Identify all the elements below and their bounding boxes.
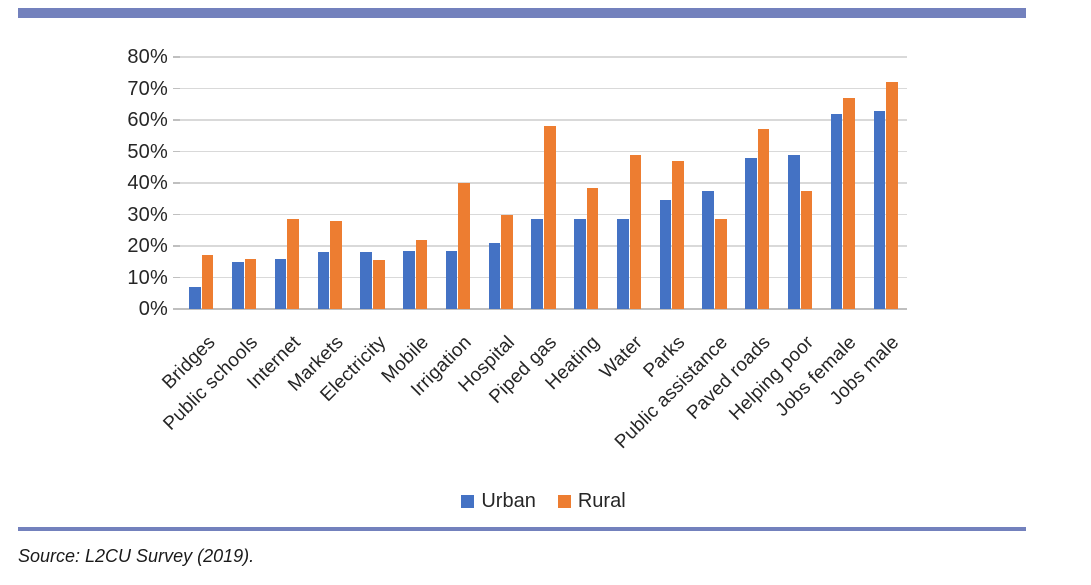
urban-bar — [274, 258, 287, 309]
y-axis-tick — [173, 56, 180, 58]
y-tick-label: 60% — [127, 109, 168, 131]
y-tick-label: 20% — [127, 235, 168, 257]
gridline — [180, 150, 907, 153]
rural-legend-swatch — [557, 495, 571, 508]
rural-bar — [415, 239, 428, 309]
urban-bar — [616, 219, 629, 309]
top-accent-rule — [18, 8, 1026, 18]
y-axis-tick — [173, 276, 180, 279]
y-tick-label: 50% — [127, 140, 168, 163]
urban-bar — [360, 252, 372, 309]
urban-bar — [317, 252, 330, 309]
gridline — [180, 245, 907, 247]
urban-bar — [403, 250, 415, 309]
y-axis-tick — [173, 182, 180, 184]
urban-legend-swatch — [461, 495, 475, 508]
y-tick-label: 10% — [127, 266, 168, 289]
gridline — [180, 213, 907, 216]
y-axis-tick — [173, 119, 180, 121]
legend-item-urban: Urban — [461, 490, 536, 513]
y-axis-tick — [173, 150, 180, 153]
rural-bar — [458, 183, 471, 309]
urban-bar — [787, 154, 800, 309]
rural-bar — [886, 82, 898, 309]
y-tick-label: 70% — [127, 77, 168, 100]
urban-bar — [531, 219, 543, 309]
urban-legend-label: Urban — [481, 490, 536, 512]
source-note: Source: L2CU Survey (2019). — [18, 546, 255, 566]
rural-bar — [586, 187, 599, 309]
urban-bar — [702, 190, 715, 309]
rural-bar — [715, 219, 727, 309]
urban-bar — [574, 219, 586, 309]
rural-bar — [244, 258, 257, 309]
urban-bar — [830, 113, 843, 309]
gridline — [180, 87, 907, 90]
y-axis-tick — [173, 87, 180, 90]
gridline — [180, 56, 907, 58]
urban-bar — [488, 242, 501, 309]
rural-bar — [287, 219, 299, 309]
urban-bar — [659, 200, 672, 309]
y-tick-label: 30% — [127, 203, 168, 226]
y-tick-label: 80% — [127, 46, 168, 68]
rural-bar — [544, 126, 556, 309]
rural-bar — [843, 97, 855, 309]
rural-bar — [800, 190, 813, 309]
gridline — [180, 119, 907, 121]
y-tick-label: 40% — [127, 172, 168, 194]
rural-bar — [330, 220, 342, 309]
rural-bar — [372, 260, 385, 309]
rural-bar — [757, 129, 770, 309]
urban-bar — [445, 250, 458, 309]
rural-legend-label: Rural — [577, 490, 626, 512]
legend-item-rural: Rural — [557, 490, 626, 513]
x-axis-line — [173, 308, 907, 310]
urban-bar — [873, 110, 886, 309]
gridline — [180, 182, 907, 184]
y-tick-label: 0% — [138, 298, 168, 320]
gridline — [180, 276, 907, 279]
urban-bar — [189, 286, 201, 309]
rural-bar — [672, 160, 684, 309]
rural-bar — [201, 255, 214, 309]
y-axis-tick — [173, 245, 180, 247]
y-axis-tick — [173, 213, 180, 216]
x-category-label: Water — [595, 332, 647, 383]
rural-bar — [501, 214, 513, 309]
urban-bar — [745, 157, 757, 309]
urban-bar — [232, 261, 244, 309]
chart-legend: Urban Rural — [180, 490, 907, 513]
bottom-accent-rule — [18, 527, 1026, 531]
rural-bar — [629, 154, 642, 309]
